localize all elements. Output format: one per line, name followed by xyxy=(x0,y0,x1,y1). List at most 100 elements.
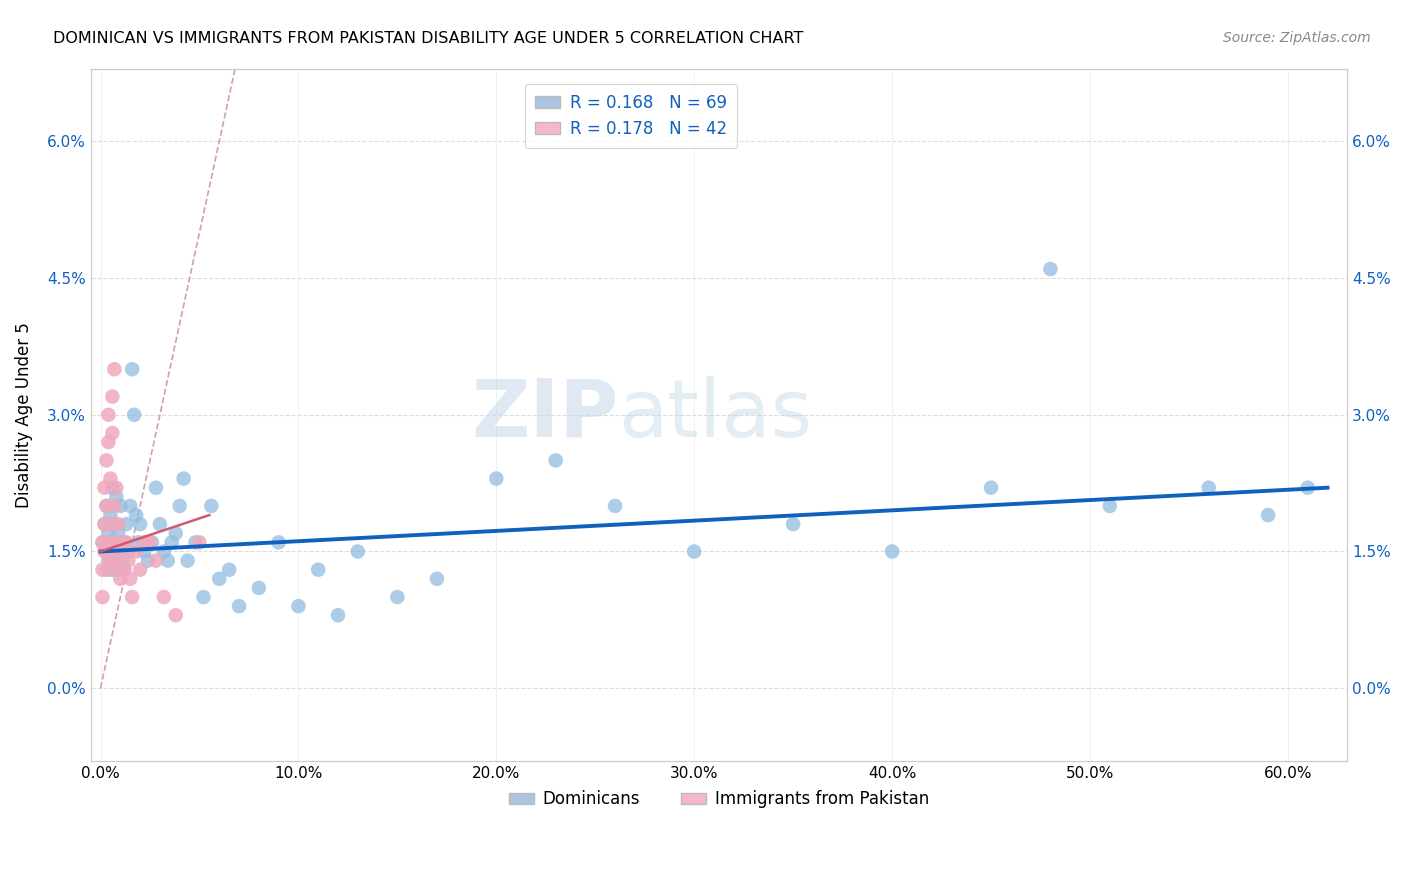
Point xyxy=(105,481,128,495)
Point xyxy=(129,517,152,532)
Point xyxy=(107,553,129,567)
Point xyxy=(127,535,149,549)
Point xyxy=(96,544,118,558)
Point xyxy=(103,535,125,549)
Point xyxy=(103,517,125,532)
Point xyxy=(97,435,120,450)
Point xyxy=(96,499,118,513)
Point xyxy=(153,590,176,604)
Point xyxy=(93,517,115,532)
Point xyxy=(1039,262,1062,277)
Point xyxy=(880,544,903,558)
Point xyxy=(96,453,118,467)
Point xyxy=(1198,481,1220,495)
Point xyxy=(603,499,626,513)
Point xyxy=(100,553,122,567)
Point xyxy=(105,553,128,567)
Point xyxy=(169,499,191,513)
Point xyxy=(208,572,231,586)
Point xyxy=(544,453,567,467)
Text: Source: ZipAtlas.com: Source: ZipAtlas.com xyxy=(1223,31,1371,45)
Point xyxy=(107,526,129,541)
Point xyxy=(100,517,122,532)
Point xyxy=(1098,499,1121,513)
Point xyxy=(228,599,250,614)
Point xyxy=(184,535,207,549)
Point xyxy=(91,535,114,549)
Point xyxy=(307,563,329,577)
Point xyxy=(193,590,215,604)
Point xyxy=(100,508,122,522)
Point xyxy=(145,481,167,495)
Point xyxy=(101,390,124,404)
Point xyxy=(107,563,129,577)
Point xyxy=(111,553,134,567)
Point xyxy=(103,362,125,376)
Point xyxy=(91,590,114,604)
Point xyxy=(110,535,132,549)
Point xyxy=(97,553,120,567)
Point xyxy=(112,563,135,577)
Point xyxy=(97,526,120,541)
Point xyxy=(139,535,162,549)
Point xyxy=(103,563,125,577)
Point xyxy=(112,563,135,577)
Point xyxy=(173,472,195,486)
Point xyxy=(683,544,706,558)
Point xyxy=(91,535,114,549)
Point xyxy=(110,499,132,513)
Point xyxy=(267,535,290,549)
Point xyxy=(120,572,142,586)
Point xyxy=(101,544,124,558)
Text: atlas: atlas xyxy=(619,376,813,454)
Point xyxy=(93,481,115,495)
Point xyxy=(111,544,134,558)
Point xyxy=(346,544,368,558)
Point xyxy=(132,544,155,558)
Point xyxy=(105,490,128,504)
Point xyxy=(176,553,198,567)
Legend: Dominicans, Immigrants from Pakistan: Dominicans, Immigrants from Pakistan xyxy=(502,784,935,815)
Point xyxy=(1257,508,1279,522)
Point xyxy=(129,563,152,577)
Point xyxy=(105,544,128,558)
Point xyxy=(121,590,143,604)
Point xyxy=(112,535,135,549)
Text: ZIP: ZIP xyxy=(471,376,619,454)
Point xyxy=(110,535,132,549)
Point xyxy=(153,544,176,558)
Point xyxy=(96,563,118,577)
Point xyxy=(200,499,222,513)
Point xyxy=(485,472,508,486)
Point xyxy=(110,572,132,586)
Point xyxy=(145,553,167,567)
Point xyxy=(165,608,187,623)
Point xyxy=(91,563,114,577)
Point xyxy=(136,553,159,567)
Point xyxy=(149,517,172,532)
Point xyxy=(115,535,138,549)
Point xyxy=(97,408,120,422)
Point xyxy=(218,563,240,577)
Point xyxy=(115,517,138,532)
Point xyxy=(107,517,129,532)
Point xyxy=(93,517,115,532)
Y-axis label: Disability Age Under 5: Disability Age Under 5 xyxy=(15,322,32,508)
Point xyxy=(97,544,120,558)
Point xyxy=(156,553,179,567)
Point xyxy=(111,544,134,558)
Point xyxy=(117,553,139,567)
Point xyxy=(1296,481,1319,495)
Point xyxy=(101,535,124,549)
Point xyxy=(122,408,145,422)
Point xyxy=(93,544,115,558)
Point xyxy=(121,362,143,376)
Point xyxy=(101,481,124,495)
Point xyxy=(96,535,118,549)
Point xyxy=(326,608,349,623)
Point xyxy=(117,544,139,558)
Point xyxy=(132,535,155,549)
Point xyxy=(103,499,125,513)
Point xyxy=(426,572,449,586)
Point xyxy=(100,563,122,577)
